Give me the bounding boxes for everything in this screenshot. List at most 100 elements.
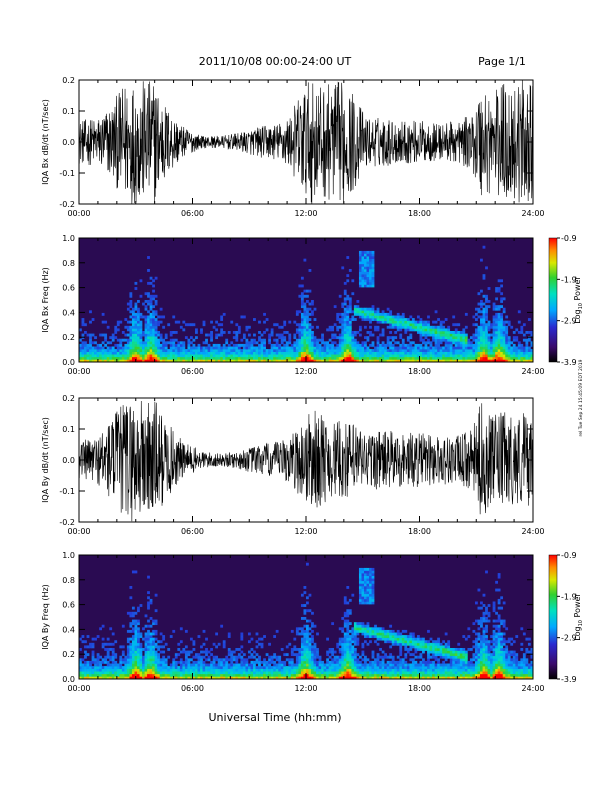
spectrogram-cell [323, 673, 327, 677]
spectrogram-cell [422, 668, 425, 672]
spectrogram-cell [485, 359, 488, 363]
spectrogram-cell [374, 359, 377, 363]
spectrogram-cell [137, 663, 140, 667]
spectrogram-cell [343, 666, 347, 669]
y-tick-label: 0.0 [62, 358, 75, 367]
spectrogram-cell [490, 351, 493, 355]
spectrogram-cell [260, 645, 264, 649]
spectrogram-cell [189, 650, 193, 654]
spectrogram-cell [371, 586, 375, 589]
spectrogram-cell [374, 624, 377, 628]
spectrogram-cell [379, 655, 382, 659]
spectrogram-cell [341, 640, 345, 644]
spectrogram-cell [247, 343, 251, 347]
spectrogram-cell [361, 575, 365, 579]
spectrogram-cell [323, 668, 327, 672]
spectrogram-cell [459, 660, 463, 664]
spectrogram-cell [336, 346, 340, 350]
spectrogram-cell [195, 660, 198, 664]
spectrogram-cell [263, 338, 266, 342]
spectrogram-cell [318, 354, 322, 358]
spectrogram-cell [507, 359, 511, 363]
spectrogram-cell [268, 642, 271, 646]
spectrogram-cell [399, 642, 403, 646]
spectrogram-cell [356, 676, 360, 680]
spectrogram-cell [356, 663, 360, 667]
spectrogram-cell [255, 668, 259, 672]
spectrogram-cell [474, 648, 478, 651]
spectrogram-cell [399, 650, 403, 654]
spectrogram-cell [177, 648, 181, 651]
spectrogram-cell [306, 328, 309, 332]
spectrogram-cell [505, 356, 509, 360]
spectrogram-cell [366, 307, 370, 311]
spectrogram-cell [247, 663, 251, 667]
spectrogram-cell [477, 671, 481, 675]
spectrogram-cell [462, 333, 466, 337]
spectrogram-cell [437, 354, 440, 358]
spectrogram-cell [353, 343, 357, 347]
spectrogram-cell [487, 650, 491, 654]
spectrogram-cell [306, 356, 309, 360]
spectrogram-cell [129, 622, 133, 626]
spectrogram-cell [89, 676, 92, 680]
spectrogram-cell [280, 349, 284, 352]
spectrogram-cell [250, 668, 254, 672]
spectrogram-cell [338, 336, 342, 340]
spectrogram-cell [482, 632, 486, 636]
spectrogram-cell [94, 351, 97, 355]
spectrogram-cell [210, 351, 213, 355]
spectrogram-cell [520, 354, 524, 358]
spectrogram-cell [308, 637, 312, 641]
spectrogram-cell [381, 663, 385, 667]
spectrogram-cell [485, 300, 488, 303]
spectrogram-cell [495, 336, 498, 340]
spectrogram-cell [522, 338, 526, 342]
spectrogram-cell [290, 359, 294, 363]
spectrogram-cell [495, 305, 498, 309]
spectrogram-cell [505, 354, 509, 358]
spectrogram-cell [154, 637, 158, 641]
spectrogram-cell [462, 660, 466, 664]
spectrogram-cell [391, 666, 395, 669]
spectrogram-cell [293, 637, 297, 641]
spectrogram-cell [492, 318, 496, 321]
spectrogram-cell [371, 310, 375, 314]
spectrogram-cell [386, 341, 390, 345]
spectrogram-cell [346, 676, 350, 680]
spectrogram-cell [104, 349, 108, 352]
spectrogram-cell [215, 356, 219, 360]
spectrogram-cell [288, 671, 292, 675]
spectrogram-cell [346, 338, 350, 342]
spectrogram-cell [351, 676, 355, 680]
spectrogram-cell [295, 666, 299, 669]
spectrogram-cell [422, 666, 425, 669]
spectrogram-cell [474, 660, 478, 664]
spectrogram-cell [391, 351, 395, 355]
spectrogram-cell [351, 333, 355, 337]
spectrogram-cell [255, 673, 259, 677]
spectrogram-cell [467, 349, 471, 352]
spectrogram-cell [369, 281, 372, 285]
spectrogram-cell [341, 617, 345, 620]
spectrogram-cell [366, 591, 370, 595]
spectrogram-cell [89, 333, 92, 337]
spectrogram-cell [353, 351, 357, 355]
spectrogram-cell [326, 349, 329, 352]
spectrogram-cell [416, 671, 420, 675]
spectrogram-cell [507, 351, 511, 355]
spectrogram-cell [500, 359, 504, 363]
spectrogram-cell [331, 673, 335, 677]
spectrogram-cell [482, 346, 486, 350]
spectrogram-cell [477, 325, 481, 329]
spectrogram-cell [371, 284, 375, 288]
spectrogram-cell [336, 642, 340, 646]
spectrogram-cell [386, 663, 390, 667]
spectrogram-cell [147, 673, 150, 677]
spectrogram-cell [474, 671, 478, 675]
spectrogram-cell [306, 338, 309, 342]
spectrogram-cell [179, 627, 183, 631]
spectrogram-cell [369, 668, 372, 672]
spectrogram-cell [399, 668, 403, 672]
spectrogram-cell [480, 655, 483, 659]
